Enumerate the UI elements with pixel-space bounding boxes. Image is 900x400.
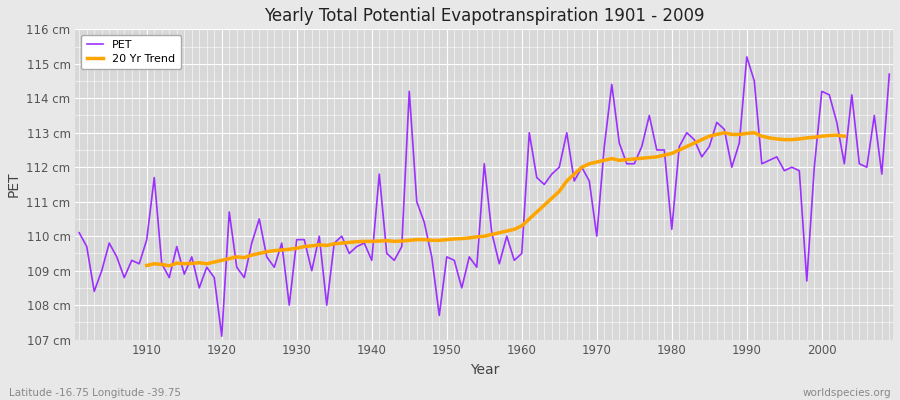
20 Yr Trend bbox=[141, 263, 152, 268]
PET bbox=[742, 54, 752, 59]
Legend: PET, 20 Yr Trend: PET, 20 Yr Trend bbox=[81, 35, 181, 70]
PET bbox=[517, 251, 527, 256]
20 Yr Trend bbox=[719, 130, 730, 135]
20 Yr Trend bbox=[839, 134, 850, 138]
PET bbox=[216, 334, 227, 338]
Text: worldspecies.org: worldspecies.org bbox=[803, 388, 891, 398]
Line: PET: PET bbox=[79, 57, 889, 336]
20 Yr Trend bbox=[441, 237, 452, 242]
PET bbox=[306, 268, 317, 273]
20 Yr Trend bbox=[269, 248, 280, 253]
PET bbox=[614, 141, 625, 146]
20 Yr Trend bbox=[569, 172, 580, 176]
PET bbox=[134, 261, 145, 266]
Text: Latitude -16.75 Longitude -39.75: Latitude -16.75 Longitude -39.75 bbox=[9, 388, 181, 398]
Y-axis label: PET: PET bbox=[7, 172, 21, 197]
20 Yr Trend bbox=[418, 237, 429, 242]
20 Yr Trend bbox=[328, 241, 339, 246]
Title: Yearly Total Potential Evapotranspiration 1901 - 2009: Yearly Total Potential Evapotranspiratio… bbox=[264, 7, 705, 25]
PET bbox=[351, 244, 362, 249]
PET bbox=[524, 130, 535, 135]
20 Yr Trend bbox=[164, 264, 175, 268]
X-axis label: Year: Year bbox=[470, 363, 499, 377]
PET bbox=[884, 72, 895, 76]
20 Yr Trend bbox=[674, 148, 685, 152]
Line: 20 Yr Trend: 20 Yr Trend bbox=[147, 133, 844, 266]
PET bbox=[74, 230, 85, 235]
